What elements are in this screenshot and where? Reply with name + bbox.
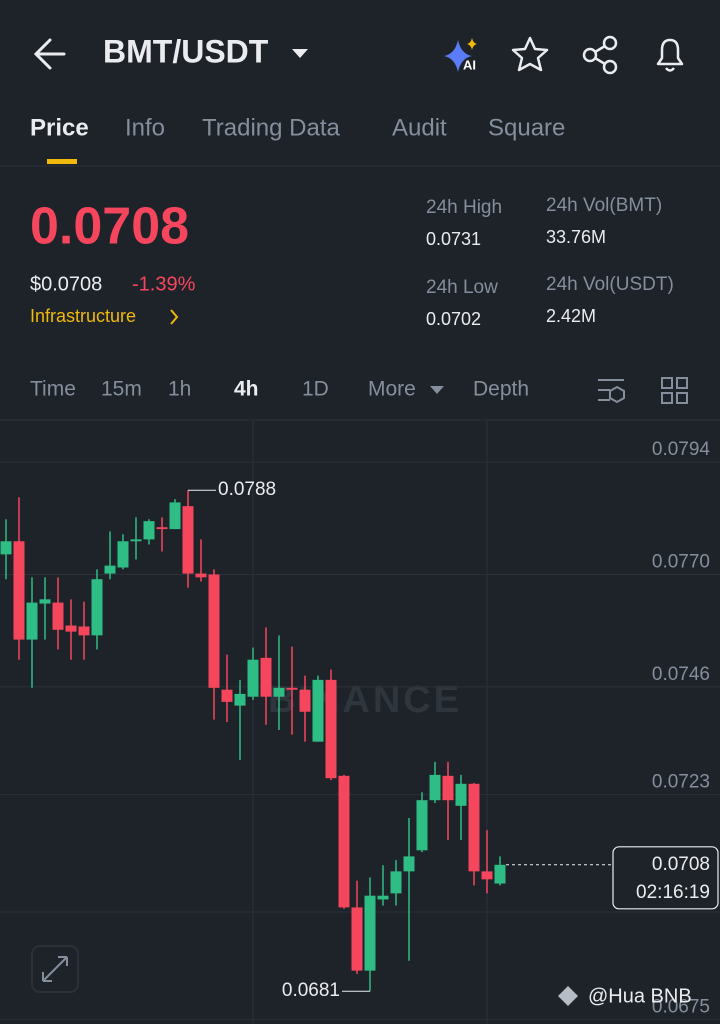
candle-body <box>91 579 103 636</box>
price-change: -1.39% <box>132 273 196 295</box>
footer-logo <box>558 986 578 1006</box>
last-price-label: 0.0708 <box>652 854 710 875</box>
interval[interactable]: 1h <box>168 378 191 401</box>
sector-link[interactable]: Infrastructure <box>30 306 136 326</box>
candle-body <box>52 602 64 630</box>
interval[interactable]: Time <box>30 378 76 401</box>
candle-body <box>104 565 116 574</box>
candle-body <box>260 657 272 697</box>
favorite-button[interactable] <box>511 36 549 72</box>
candle-body <box>325 679 337 779</box>
candle-body <box>182 506 194 574</box>
candle-body <box>65 625 77 632</box>
candle-body <box>195 573 207 578</box>
tab[interactable]: Square <box>488 114 565 141</box>
candle-body <box>403 856 415 872</box>
high-marker-label: 0.0788 <box>218 479 276 500</box>
fullscreen-icon <box>42 956 68 982</box>
candle-body <box>390 871 402 894</box>
y-tick-label: 0.0746 <box>652 664 710 685</box>
fullscreen-button[interactable] <box>31 945 79 993</box>
tab[interactable]: Info <box>125 114 165 141</box>
candle-body <box>442 775 454 801</box>
usd-price: $0.0708 <box>30 273 102 295</box>
candle-body <box>169 502 181 530</box>
candle-body <box>0 541 12 555</box>
candle-body <box>273 687 285 697</box>
candle-body <box>377 895 389 900</box>
candle-body <box>26 602 38 640</box>
stat-label: 24h High <box>426 197 502 218</box>
candle-body <box>416 800 428 851</box>
candle-body <box>286 687 298 690</box>
interval[interactable]: 15m <box>101 378 142 401</box>
candle-body <box>78 626 90 636</box>
candle-body <box>468 783 480 872</box>
candle-body <box>208 574 220 688</box>
more-caret <box>430 386 444 394</box>
watermark: BINANCE <box>268 679 462 721</box>
tab[interactable]: Trading Data <box>202 114 341 141</box>
candle-body <box>364 895 376 971</box>
candle-body <box>221 689 233 702</box>
candle-body <box>299 689 311 712</box>
alert-button[interactable] <box>656 38 684 72</box>
low-marker-label: 0.0681 <box>282 980 340 1001</box>
back-button[interactable] <box>33 38 66 70</box>
footer-handle: @Hua BNB <box>588 985 692 1007</box>
y-tick-label: 0.0794 <box>652 439 711 460</box>
active-tab-indicator <box>47 159 77 164</box>
countdown-label: 02:16:19 <box>636 882 710 903</box>
candle-body <box>13 541 25 640</box>
candle-body <box>455 783 467 806</box>
interval[interactable]: 1D <box>302 378 329 401</box>
pair-dropdown[interactable] <box>292 49 308 58</box>
stat-label: 24h Vol(BMT) <box>546 195 662 216</box>
last-price-box <box>612 846 719 910</box>
stat-label: 24h Vol(USDT) <box>546 274 674 295</box>
stat-value: 0.0731 <box>426 229 481 249</box>
candle-body <box>312 679 324 742</box>
last-price: 0.0708 <box>30 198 189 256</box>
y-tick-label: 0.0675 <box>652 996 710 1017</box>
y-tick-label: 0.0770 <box>652 552 710 573</box>
candle-body <box>130 539 142 542</box>
stat-label: 24h Low <box>426 277 498 298</box>
pair-title[interactable]: BMT/USDT <box>103 33 269 69</box>
candle-body <box>351 907 363 971</box>
svg-text:AI: AI <box>463 57 476 72</box>
interval[interactable]: 4h <box>234 378 259 401</box>
y-tick-label: 0.0723 <box>652 772 710 793</box>
candle-body <box>338 775 350 908</box>
interval[interactable]: More <box>368 378 416 401</box>
stat-value: 2.42M <box>546 306 596 326</box>
chart-settings-button[interactable] <box>598 379 625 404</box>
candle-body <box>494 864 506 884</box>
candle-body <box>143 521 155 540</box>
candle-body <box>39 599 51 604</box>
layout-button[interactable] <box>661 377 688 404</box>
candle-body <box>481 871 493 880</box>
ai-button[interactable]: AI <box>444 38 477 72</box>
tab[interactable]: Audit <box>392 114 447 141</box>
sector-chevron <box>170 309 179 325</box>
tab[interactable]: Price <box>30 114 89 141</box>
candle-body <box>117 541 129 568</box>
candle-body <box>247 659 259 697</box>
stat-value: 0.0702 <box>426 309 481 329</box>
share-button[interactable] <box>582 35 618 75</box>
candle-body <box>429 774 441 801</box>
candle-body <box>234 693 246 706</box>
stat-value: 33.76M <box>546 227 606 247</box>
candle-body <box>156 527 168 530</box>
interval[interactable]: Depth <box>473 378 529 401</box>
